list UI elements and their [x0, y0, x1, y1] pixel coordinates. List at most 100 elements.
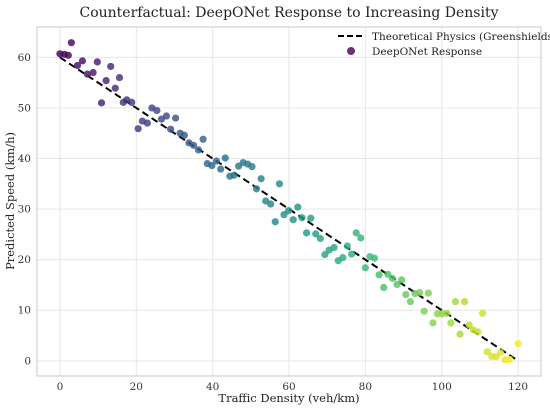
- deeponet-point: [97, 99, 106, 107]
- deeponet-point: [415, 288, 424, 297]
- legend: Theoretical Physics (Greenshields) DeepO…: [338, 31, 550, 58]
- x-tick-label: 100: [432, 381, 452, 393]
- deeponet-point: [252, 185, 261, 193]
- deeponet-point: [420, 307, 428, 315]
- deeponet-point: [102, 77, 110, 85]
- deeponet-point: [294, 203, 302, 211]
- deeponet-point: [289, 216, 297, 224]
- deeponet-point: [153, 106, 161, 115]
- deeponet-point: [89, 68, 97, 77]
- deeponet-point: [78, 57, 87, 65]
- y-tick-label: 50: [18, 102, 31, 114]
- deeponet-point: [348, 250, 356, 258]
- y-tick-label: 40: [18, 153, 31, 165]
- deeponet-point: [115, 73, 124, 82]
- deeponet-point: [64, 51, 72, 59]
- deeponet-point: [172, 114, 180, 122]
- deeponet-point: [343, 242, 352, 250]
- deeponet-point: [217, 165, 225, 173]
- y-tick-label: 20: [18, 254, 31, 266]
- legend-point-swatch: [347, 47, 355, 55]
- tick-layer: 0 20 40 60 80 100 120 0 10 20 30 40 50 60: [18, 52, 528, 393]
- legend-label-deeponet: DeepONet Response: [372, 46, 482, 58]
- deeponet-point: [451, 298, 460, 306]
- deeponet-point: [375, 271, 383, 279]
- deeponet-point: [307, 214, 315, 222]
- deeponet-point: [194, 146, 203, 154]
- deeponet-point: [285, 207, 293, 215]
- deeponet-point: [483, 348, 491, 356]
- deeponet-point: [380, 283, 388, 292]
- deeponet-point: [506, 355, 514, 363]
- y-tick-label: 0: [24, 355, 31, 367]
- deeponet-point: [352, 229, 360, 237]
- deeponet-point: [393, 280, 401, 289]
- y-tick-label: 10: [18, 305, 31, 317]
- legend-label-physics: Theoretical Physics (Greenshields): [372, 31, 550, 43]
- deeponet-point: [212, 157, 221, 165]
- deeponet-point: [107, 62, 115, 71]
- deeponet-point: [128, 98, 136, 106]
- deeponet-point: [465, 321, 473, 329]
- x-axis-label: Traffic Density (veh/km): [218, 391, 359, 405]
- deeponet-point: [406, 298, 415, 306]
- deeponet-point: [162, 112, 171, 120]
- deeponet-point: [111, 84, 119, 92]
- deeponet-point: [257, 175, 265, 183]
- deeponet-point: [167, 125, 175, 133]
- plot-frame: [36, 26, 542, 377]
- deeponet-point: [388, 274, 397, 282]
- deeponet-point: [180, 131, 188, 139]
- deeponet-point: [461, 298, 469, 306]
- deeponet-point: [443, 309, 451, 317]
- x-tick-label: 0: [57, 381, 64, 393]
- deeponet-point: [447, 319, 455, 327]
- deeponet-point: [330, 243, 338, 252]
- deeponet-point: [402, 290, 410, 299]
- deeponet-point: [398, 276, 406, 284]
- point-layer: [56, 39, 522, 364]
- deeponet-point: [312, 230, 320, 238]
- deeponet-point: [298, 214, 306, 222]
- deeponet-point: [370, 254, 379, 262]
- deeponet-point: [267, 200, 275, 208]
- x-tick-label: 60: [282, 381, 295, 393]
- deeponet-point: [143, 119, 151, 127]
- deeponet-point: [478, 309, 487, 317]
- deeponet-point: [514, 340, 522, 348]
- deeponet-point: [248, 163, 256, 171]
- deeponet-point: [134, 125, 142, 133]
- x-tick-label: 40: [206, 381, 219, 393]
- x-tick-label: 20: [130, 381, 143, 393]
- x-tick-label: 120: [508, 381, 528, 393]
- deeponet-point: [271, 218, 279, 226]
- deeponet-point: [302, 229, 311, 237]
- deeponet-point: [230, 171, 238, 179]
- deeponet-point: [208, 161, 216, 170]
- deeponet-point: [339, 254, 347, 262]
- deeponet-point: [73, 61, 82, 70]
- deeponet-point: [83, 70, 91, 78]
- deeponet-point: [424, 289, 432, 297]
- deeponet-point: [321, 251, 329, 259]
- deeponet-point: [199, 135, 207, 143]
- deeponet-point: [474, 328, 482, 336]
- y-tick-label: 60: [18, 52, 31, 64]
- deeponet-point: [275, 180, 284, 188]
- chart-title: Counterfactual: DeepONet Response to Inc…: [80, 5, 499, 21]
- deeponet-point: [93, 58, 101, 66]
- y-tick-label: 30: [18, 204, 31, 216]
- x-tick-label: 80: [359, 381, 372, 393]
- deeponet-point: [429, 319, 437, 327]
- deeponet-point: [316, 234, 324, 243]
- deeponet-point: [456, 330, 464, 338]
- deeponet-point: [361, 264, 369, 272]
- deeponet-point: [189, 141, 198, 149]
- grid-layer: [37, 27, 541, 376]
- deeponet-point: [357, 234, 365, 242]
- deeponet-point: [496, 349, 505, 357]
- deeponet-point: [67, 39, 75, 47]
- y-axis-label: Predicted Speed (km/h): [3, 132, 17, 270]
- deeponet-point: [221, 154, 229, 162]
